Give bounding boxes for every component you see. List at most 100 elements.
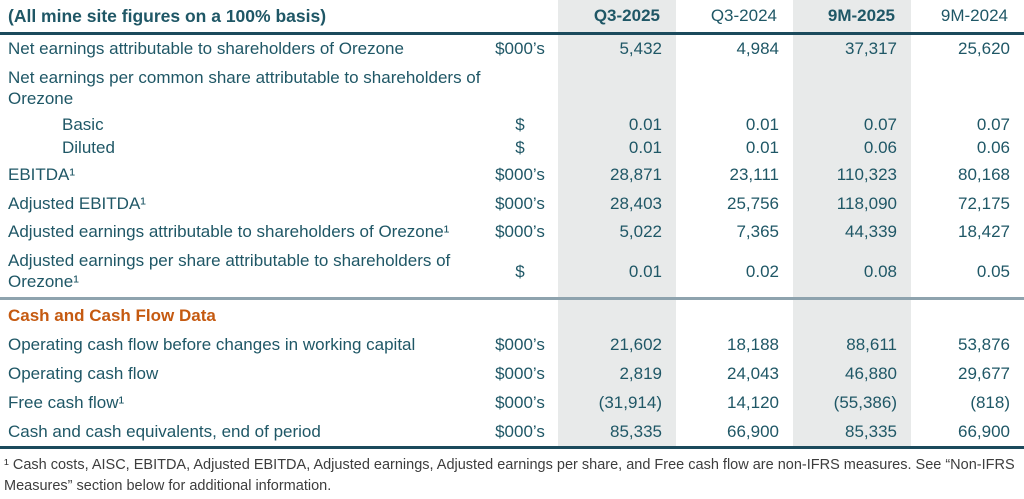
row-unit: $000’s	[495, 165, 545, 185]
row-label: Operating cash flow before changes in wo…	[8, 335, 416, 355]
row-value: 14,120	[727, 392, 779, 412]
table-row: Operating cash flow $000’s 2,819 24,043 46,8…	[0, 360, 1024, 389]
row-value	[911, 296, 1024, 332]
row-value	[558, 296, 676, 332]
row-value: 29,677	[958, 364, 1010, 384]
table-row: Adjusted earnings per share attributable…	[0, 247, 1024, 299]
row-unit	[482, 64, 558, 113]
row-value: 0.06	[793, 137, 911, 162]
row-value: 0.05	[976, 261, 1010, 281]
row-value: (55,386)	[793, 388, 911, 418]
row-value: 80,168	[958, 165, 1010, 185]
row-value: 4,984	[736, 39, 779, 59]
row-label: Net earnings per common share attributab…	[8, 68, 481, 108]
row-value: 18,427	[958, 222, 1010, 242]
row-unit: $000’s	[495, 222, 545, 242]
table-row: Net earnings attributable to shareholder…	[0, 33, 1024, 65]
row-value: 5,432	[558, 33, 676, 65]
row-value: 53,876	[958, 335, 1010, 355]
row-label: Basic	[62, 114, 104, 134]
row-value: 0.07	[976, 114, 1010, 134]
row-value: 28,403	[558, 189, 676, 219]
row-value: 0.01	[558, 247, 676, 299]
table-title: (All mine site figures on a 100% basis)	[0, 0, 558, 36]
table-row: Net earnings per common share attributab…	[0, 64, 1024, 114]
row-value: 0.01	[745, 114, 779, 134]
row-unit: $	[515, 138, 525, 158]
table-row: Diluted $0.01 0.01 0.06 0.06	[0, 137, 1024, 162]
row-value: 0.08	[793, 247, 911, 299]
row-label: Adjusted earnings attributable to shareh…	[8, 222, 450, 242]
row-unit: $000’s	[495, 193, 545, 213]
row-label: Operating cash flow	[8, 364, 159, 384]
row-value: 0.02	[745, 261, 779, 281]
row-value	[676, 296, 793, 332]
col-header-9m-2025: 9M-2025	[793, 0, 911, 36]
row-label: Cash and cash equivalents, end of period	[0, 417, 482, 450]
row-value: 25,620	[958, 39, 1010, 59]
row-value	[911, 64, 1024, 113]
row-value: 18,188	[727, 335, 779, 355]
col-header-q3-2025: Q3-2025	[558, 0, 676, 36]
row-value: 0.01	[558, 137, 676, 162]
row-value: 85,335	[558, 417, 676, 450]
row-value: 2,819	[558, 360, 676, 389]
row-value: (31,914)	[558, 388, 676, 418]
row-value: 118,090	[793, 189, 911, 219]
row-label: Adjusted EBITDA¹	[8, 193, 146, 213]
row-value: 7,365	[736, 222, 779, 242]
row-label: EBITDA¹	[8, 165, 76, 185]
row-value	[676, 64, 793, 113]
row-value	[793, 64, 911, 114]
row-unit: $	[515, 261, 525, 281]
table-body: Net earnings attributable to shareholder…	[0, 33, 1024, 450]
table-row: Adjusted earnings attributable to shareh…	[0, 218, 1024, 248]
table-header-row: (All mine site figures on a 100% basis) …	[0, 0, 1024, 36]
row-value: 23,111	[729, 165, 779, 185]
row-value: 110,323	[793, 161, 911, 190]
row-unit: $000’s	[495, 392, 545, 412]
table-row: Adjusted EBITDA¹ $000’s 28,403 25,756 118,09…	[0, 189, 1024, 219]
table-row: Cash and cash equivalents, end of period…	[0, 417, 1024, 450]
row-unit: $000’s	[482, 417, 558, 450]
row-value: 5,022	[558, 218, 676, 248]
row-unit: $000’s	[495, 335, 545, 355]
row-value: 0.07	[793, 113, 911, 138]
table-row: Free cash flow¹ $000’s (31,914) 14,120 (55,3…	[0, 388, 1024, 418]
row-value: 85,335	[793, 417, 911, 450]
col-header-9m-2024: 9M-2024	[911, 0, 1024, 36]
row-value: 72,175	[958, 193, 1010, 213]
row-value: 66,900	[911, 417, 1024, 450]
section-row: Cash and Cash Flow Data	[0, 296, 1024, 332]
row-value: 66,900	[676, 417, 793, 450]
row-value: 37,317	[793, 33, 911, 65]
row-value: 0.01	[745, 138, 779, 158]
footnote: ¹ Cash costs, AISC, EBITDA, Adjusted EBI…	[4, 457, 1015, 494]
row-label: Adjusted earnings per share attributable…	[8, 251, 451, 291]
row-unit: $	[515, 114, 525, 134]
row-value: 0.01	[558, 113, 676, 138]
row-label: Diluted	[62, 138, 115, 158]
table-row: Basic $0.01 0.01 0.07 0.07	[0, 113, 1024, 138]
row-value: 46,880	[793, 360, 911, 389]
row-label: Free cash flow¹	[8, 392, 125, 412]
section-title: Cash and Cash Flow Data	[0, 296, 482, 332]
row-value: 0.06	[976, 138, 1010, 158]
row-value: 21,602	[558, 331, 676, 361]
row-value	[793, 296, 911, 332]
table-row: EBITDA¹ $000’s 28,871 23,111 110,323 80,168	[0, 161, 1024, 190]
row-unit: $000’s	[495, 364, 545, 384]
financial-table: (All mine site figures on a 100% basis) …	[0, 0, 1024, 450]
col-header-q3-2024: Q3-2024	[676, 0, 793, 36]
row-value: 88,611	[793, 331, 911, 361]
row-value: 28,871	[558, 161, 676, 190]
row-unit	[482, 296, 558, 332]
row-value: 25,756	[727, 193, 779, 213]
table-row: Operating cash flow before changes in wo…	[0, 331, 1024, 361]
row-value	[558, 64, 676, 114]
row-unit: $000’s	[495, 39, 545, 59]
row-label: Net earnings attributable to shareholder…	[8, 39, 404, 59]
row-value: 44,339	[793, 218, 911, 248]
row-value: (818)	[970, 392, 1010, 412]
